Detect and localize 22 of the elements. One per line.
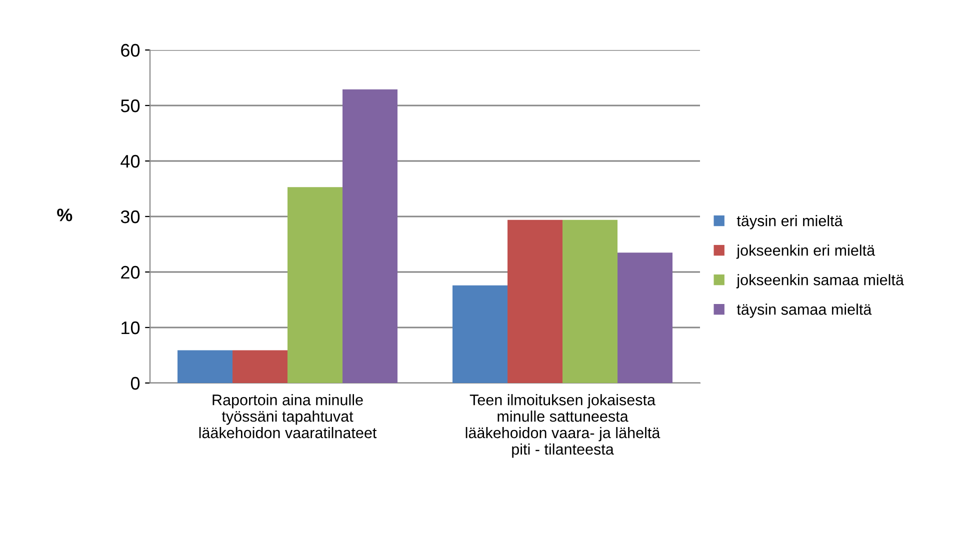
bar	[288, 187, 342, 383]
x-tick-label: Raportoin aina minulle työssäni tapahtuvat lääkehoidon vaaratilnateet	[199, 394, 377, 438]
bar	[562, 220, 618, 383]
y-tick-label: 50	[120, 99, 140, 112]
bar	[508, 220, 562, 383]
bar	[618, 252, 672, 383]
bar	[452, 285, 508, 383]
legend-label: täysin eri mieltä	[736, 215, 843, 230]
legend-label: jokseenkin samaa mieltä	[736, 274, 904, 288]
y-tick-label: 60	[121, 44, 140, 57]
legend-label: täysin samaa mieltä	[736, 304, 872, 318]
x-tick-label: Teen ilmoituksen jokaisesta minulle sattuneesta lääkehoidon vaara- ja läheltä piti - tilanteesta	[466, 394, 660, 458]
y-tick-label: 10	[122, 321, 140, 334]
y-tick-label: 0	[130, 376, 140, 390]
bar	[232, 350, 288, 383]
y-tick-label: 40	[120, 154, 140, 168]
y-tick-label: 20	[121, 266, 140, 279]
legend-label: jokseenkin eri mieltä	[736, 244, 876, 259]
bar	[342, 89, 398, 383]
y-axis-title: %	[57, 208, 72, 222]
bar	[178, 350, 232, 383]
y-tick-label: 30	[120, 210, 140, 224]
